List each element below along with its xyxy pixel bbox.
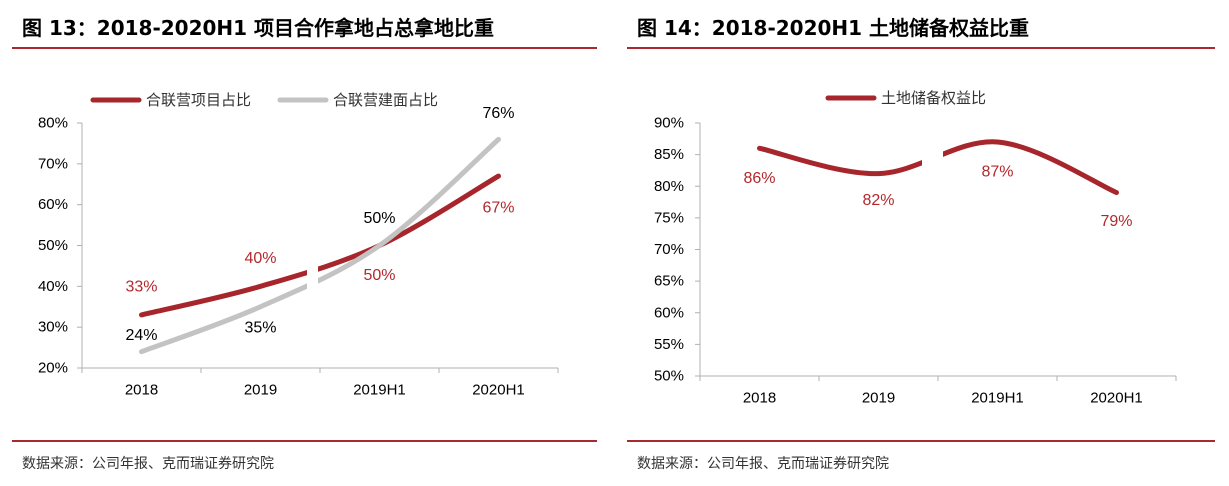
data-label: 35% [244,319,276,336]
legend-label: 合联营项目占比 [146,91,251,109]
source-note-right: 数据来源：公司年报、克而瑞证券研究院 [637,456,889,472]
y-tick-label: 50% [38,237,68,254]
data-label: 86% [743,170,775,187]
data-label: 33% [125,278,157,295]
x-tick-label: 2018 [743,390,776,407]
legend-item: 合联营项目占比 [90,91,251,109]
y-tick-label: 75% [654,209,684,226]
y-tick-label: 60% [38,196,68,213]
y-tick-label: 50% [654,368,684,385]
data-label: 40% [244,250,276,267]
y-tick-label: 70% [654,241,684,258]
data-label: 50% [363,210,395,227]
series-line-1 [139,173,501,318]
data-label: 87% [981,163,1013,180]
y-tick-label: 65% [654,273,684,290]
data-label: 24% [125,327,157,344]
y-tick-label: 30% [38,319,68,336]
x-tick-label: 2020H1 [1090,390,1143,407]
x-tick-label: 2020H1 [472,382,525,399]
legend-label: 土地储备权益比 [881,89,986,107]
title-rule-left [12,47,597,49]
legend-label: 合联营建面占比 [333,91,438,109]
source-rule-left [12,440,597,442]
chart-2: 90% 85% 80% 75% 70% 65% 60% 55% 50% 2018 2019 2019H… [654,89,1177,407]
figure-14-title: 图 14：2018-2020H1 土地储备权益比重 [637,16,1030,40]
y-tick-label: 80% [38,115,68,132]
y-tick-label: 20% [38,360,68,377]
y-tick-label: 55% [654,336,684,353]
y-tick-label: 85% [654,146,684,163]
x-tick-label: 2018 [125,382,158,399]
y-tick-label: 70% [38,155,68,172]
series-line-1 [757,139,1119,196]
data-label: 50% [363,267,395,284]
y-tick-label: 60% [654,304,684,321]
data-label: 82% [862,192,894,209]
title-rule-right [627,47,1215,49]
legend-item: 合联营建面占比 [277,91,438,109]
series-line-2 [139,136,501,355]
x-tick-label: 2019H1 [971,390,1024,407]
figure-13-title: 图 13：2018-2020H1 项目合作拿地占总拿地比重 [22,16,495,40]
y-tick-label: 80% [654,178,684,195]
data-label: 76% [482,105,514,122]
y-tick-label: 90% [654,115,684,132]
data-label: 79% [1100,213,1132,230]
source-note-left: 数据来源：公司年报、克而瑞证券研究院 [22,456,274,472]
x-tick-label: 2019 [862,390,895,407]
x-tick-label: 2019 [244,382,277,399]
y-tick-label: 40% [38,278,68,295]
legend-item: 土地储备权益比 [825,89,986,107]
data-label: 67% [482,200,514,217]
chart-1: 80% 70% 60% 50% 40% 30% 20% 2018 2019 2019H1 2020H… [38,91,559,399]
source-rule-right [627,440,1215,442]
x-tick-label: 2019H1 [353,382,406,399]
